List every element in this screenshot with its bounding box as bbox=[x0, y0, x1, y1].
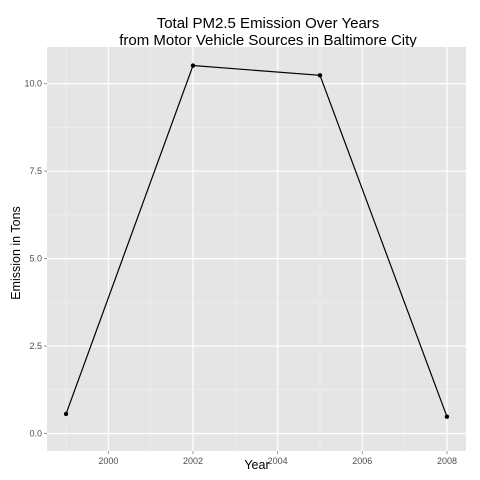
y-tick-label: 5.0 bbox=[29, 254, 42, 264]
y-tick-label: 7.5 bbox=[29, 166, 42, 176]
data-point bbox=[190, 63, 196, 68]
x-tick-label: 2002 bbox=[183, 456, 203, 466]
y-tick-label: 0.0 bbox=[29, 429, 42, 439]
data-point bbox=[317, 73, 323, 78]
chart-subtitle: from Motor Vehicle Sources in Baltimore … bbox=[119, 32, 417, 49]
series-line bbox=[65, 64, 448, 417]
x-tick-label: 2006 bbox=[352, 456, 372, 466]
y-tick-label: 10.0 bbox=[24, 79, 42, 89]
plot-panel bbox=[47, 47, 466, 451]
y-tick-label: 2.5 bbox=[29, 341, 42, 351]
data-series bbox=[63, 63, 450, 419]
y-axis-label: Emission in Tons bbox=[9, 206, 23, 300]
minor-gridlines bbox=[47, 47, 466, 451]
data-point bbox=[63, 411, 69, 417]
x-tick-label: 2000 bbox=[98, 456, 118, 466]
x-tick-label: 2008 bbox=[437, 456, 457, 466]
data-point bbox=[444, 414, 450, 419]
major-gridlines bbox=[47, 47, 466, 451]
x-tick-label: 2004 bbox=[268, 456, 288, 466]
axis-ticks bbox=[44, 83, 448, 454]
tick-labels: 2000 2002 2004 2006 2008 0.0 2.5 5.0 7.5 10.0 bbox=[24, 79, 457, 466]
chart-title: Total PM2.5 Emission Over Years bbox=[157, 15, 380, 32]
x-axis-label: Year bbox=[244, 458, 269, 472]
